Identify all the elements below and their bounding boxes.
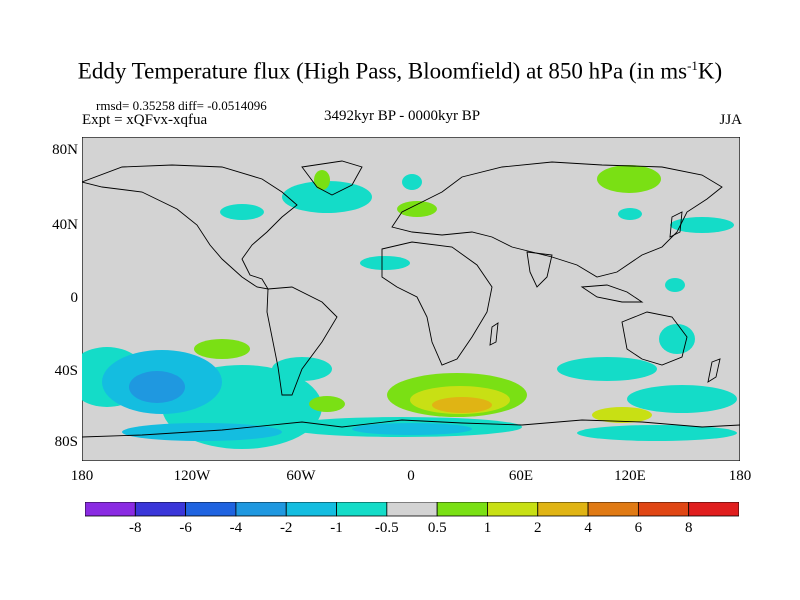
world-map <box>67 136 741 462</box>
colorbar <box>85 502 739 517</box>
lon-label-0: 0 <box>407 468 415 484</box>
lat-label-80S: 80S <box>54 434 78 450</box>
colorbar-tick-label: 2 <box>534 520 542 536</box>
lon-label-180w: 180 <box>70 468 94 484</box>
colorbar-tick-label: -8 <box>129 520 142 536</box>
colorbar-swatch <box>637 502 690 517</box>
colorbar-swatch <box>386 502 438 517</box>
colorbar-swatch <box>336 502 388 517</box>
anomaly-fills <box>67 165 737 449</box>
lat-label-0: 0 <box>70 290 79 306</box>
colorbar-swatch <box>688 502 739 517</box>
colorbar-tick-label: 8 <box>684 520 693 536</box>
colorbar-swatch <box>537 502 589 517</box>
colorbar-tick-label: -0.5 <box>374 520 399 536</box>
lon-label-120w: 120W <box>173 468 211 484</box>
colorbar-swatch <box>134 502 187 517</box>
colorbar-tick-label: -6 <box>179 520 192 536</box>
period-label: 3492kyr BP - 0000kyr BP <box>324 108 481 124</box>
colorbar-swatch <box>487 502 539 517</box>
lat-label-40N: 40N <box>52 217 78 233</box>
lon-label-60w: 60W <box>286 468 316 484</box>
lat-label-80N: 80N <box>52 142 78 158</box>
colorbar-swatch <box>185 502 237 517</box>
lat-label-40S: 40S <box>54 363 78 379</box>
lon-label-60e: 60E <box>508 468 534 484</box>
colorbar-tick-label: -2 <box>279 520 293 536</box>
map-panel <box>67 136 741 462</box>
colorbar-swatch <box>235 502 287 517</box>
colorbar-swatch <box>587 502 639 517</box>
experiment-label: Expt = xQFvx-xqfua <box>82 112 208 128</box>
colorbar-tick-label: 6 <box>634 520 643 536</box>
coastlines <box>80 160 741 438</box>
rmsd-diff-stats: rmsd= 0.35258 diff= -0.0514096 <box>96 98 267 113</box>
colorbar-tick-label: 0.5 <box>427 520 447 536</box>
plot-title: Eddy Temperature flux (High Pass, Bloomf… <box>77 58 723 84</box>
colorbar-swatch <box>436 502 488 517</box>
colorbar-tick-label: -4 <box>229 520 243 536</box>
colorbar-swatch <box>85 502 136 517</box>
colorbar-tick-label: 1 <box>483 520 492 536</box>
lon-label-180e: 180 <box>728 468 752 484</box>
colorbar-swatch <box>285 502 337 517</box>
season-label: JJA <box>719 112 742 128</box>
colorbar-tick-label: -1 <box>330 520 343 536</box>
lon-label-120e: 120E <box>614 468 646 484</box>
colorbar-tick-label: 4 <box>584 520 592 536</box>
